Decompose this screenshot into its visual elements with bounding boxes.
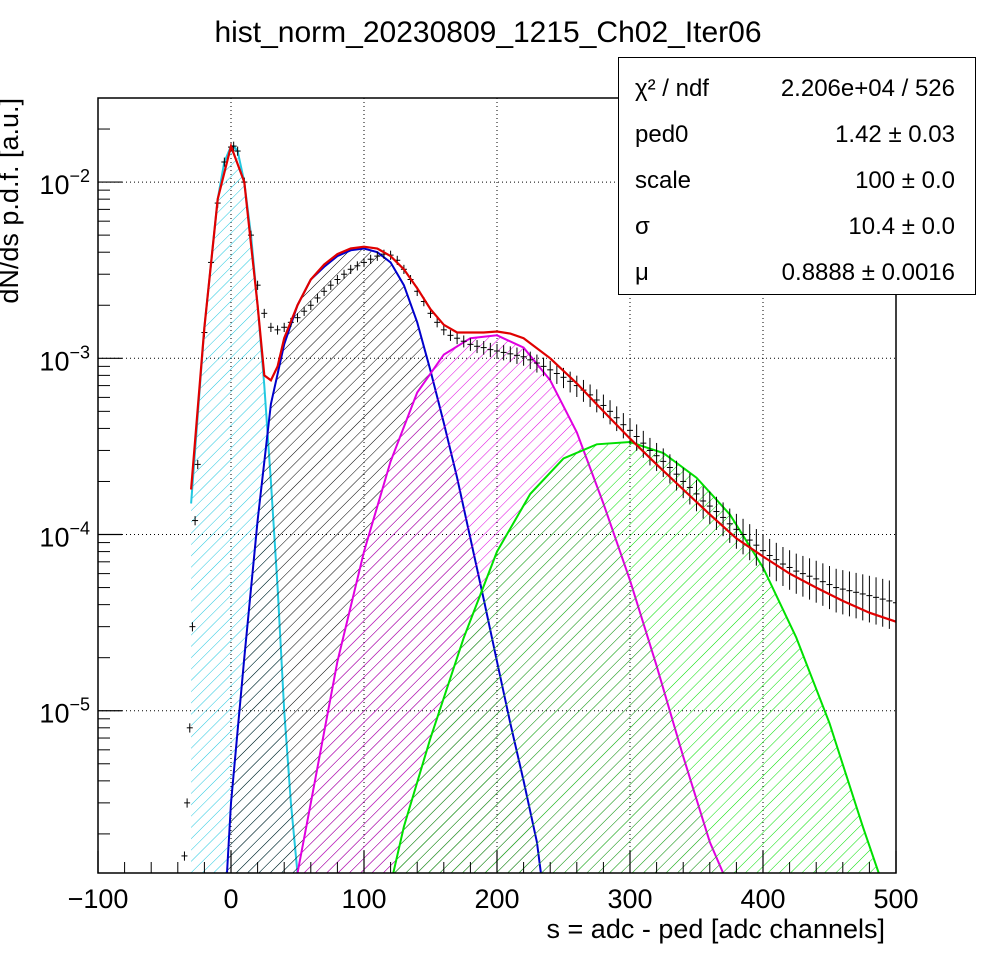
stat-value: 1.42 ± 0.03 xyxy=(835,121,955,148)
data-points xyxy=(181,141,896,861)
stat-row-ped0: ped0 1.42 ± 0.03 xyxy=(619,112,975,158)
stat-row-scale: scale 100 ± 0.0 xyxy=(619,158,975,204)
stat-name: μ xyxy=(635,259,649,286)
stat-row-sigma: σ 10.4 ± 0.0 xyxy=(619,204,975,250)
x-tick-label: 500 xyxy=(873,884,918,914)
stat-row-chi2: χ² / ndf 2.206e+04 / 526 xyxy=(619,66,975,112)
stat-value: 10.4 ± 0.0 xyxy=(848,213,955,240)
stat-name: σ xyxy=(635,213,650,240)
x-tick-label: −100 xyxy=(68,884,129,914)
x-tick-label: 100 xyxy=(341,884,386,914)
x-tick-label: 400 xyxy=(740,884,785,914)
total_fit-curve xyxy=(190,142,896,623)
y-tick-label: 10−3 xyxy=(39,342,90,376)
stat-value: 2.206e+04 / 526 xyxy=(780,75,955,102)
x-tick-label: 200 xyxy=(474,884,519,914)
fit-statistics-box: χ² / ndf 2.206e+04 / 526 ped0 1.42 ± 0.0… xyxy=(618,57,976,295)
chart-title: hist_norm_20230809_1215_Ch02_Iter06 xyxy=(214,16,761,49)
stat-name: scale xyxy=(635,167,692,194)
y-axis-label: dN/ds p.d.f. [a.u.] xyxy=(0,98,24,304)
stat-name: ped0 xyxy=(635,121,689,148)
x-tick-label: 0 xyxy=(223,884,238,914)
stat-value: 100 ± 0.0 xyxy=(855,167,955,194)
y-tick-label: 10−2 xyxy=(39,166,90,200)
stat-name: χ² / ndf xyxy=(635,75,709,102)
stat-value: 0.8888 ± 0.0016 xyxy=(781,259,955,286)
y-tick-label: 10−4 xyxy=(39,519,90,553)
x-axis-label: s = adc - ped [adc channels] xyxy=(547,914,885,944)
y-tick-label: 10−5 xyxy=(39,695,90,729)
x-tick-label: 300 xyxy=(607,884,652,914)
series-group xyxy=(181,141,896,873)
stat-row-mu: μ 0.8888 ± 0.0016 xyxy=(619,250,975,296)
peak3-fill xyxy=(393,442,879,873)
